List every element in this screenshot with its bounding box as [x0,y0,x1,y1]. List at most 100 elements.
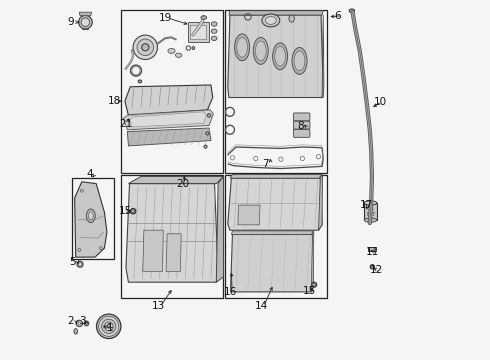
Polygon shape [79,12,92,16]
Polygon shape [231,234,313,292]
Ellipse shape [370,265,374,269]
Ellipse shape [138,80,142,83]
Polygon shape [126,184,218,282]
Ellipse shape [175,53,182,57]
Polygon shape [228,15,323,98]
Polygon shape [311,231,314,292]
Text: 20: 20 [176,179,189,189]
Ellipse shape [294,51,305,71]
Text: OIL
FILT: OIL FILT [366,206,375,217]
Ellipse shape [168,48,175,53]
Bar [365,203,377,220]
Ellipse shape [206,132,209,135]
Text: 17: 17 [360,200,373,210]
Ellipse shape [81,18,90,27]
Ellipse shape [207,114,211,117]
Ellipse shape [313,283,316,286]
Ellipse shape [272,43,288,70]
Polygon shape [127,128,211,146]
Ellipse shape [98,316,119,336]
Polygon shape [123,110,214,130]
Ellipse shape [86,209,95,223]
Ellipse shape [88,212,93,220]
Ellipse shape [235,34,250,61]
Polygon shape [143,230,163,271]
Text: 21: 21 [119,120,132,129]
Ellipse shape [130,208,136,214]
Bar [191,26,206,39]
Ellipse shape [192,46,195,49]
Ellipse shape [104,322,113,330]
Text: 12: 12 [370,265,383,275]
Text: 13: 13 [152,301,165,311]
Text: 14: 14 [255,301,269,311]
Ellipse shape [289,15,294,22]
Ellipse shape [211,22,217,26]
Ellipse shape [78,15,92,29]
Bar [225,10,327,173]
Ellipse shape [133,35,157,59]
Polygon shape [229,11,323,15]
Polygon shape [166,234,181,271]
Polygon shape [322,15,324,98]
Polygon shape [74,182,107,257]
Bar [368,247,375,251]
FancyBboxPatch shape [294,121,310,129]
Ellipse shape [349,9,355,13]
Ellipse shape [262,14,280,27]
Bar [122,10,223,173]
Polygon shape [238,205,260,225]
Ellipse shape [78,322,81,325]
Ellipse shape [266,17,276,24]
Polygon shape [129,112,206,127]
Bar [225,175,327,298]
Polygon shape [125,85,213,116]
Ellipse shape [255,41,266,61]
Bar [122,175,223,298]
Polygon shape [318,175,322,230]
Ellipse shape [142,44,149,51]
Ellipse shape [101,319,116,333]
Ellipse shape [312,282,317,287]
Ellipse shape [204,145,207,148]
FancyBboxPatch shape [294,130,310,137]
Ellipse shape [292,48,307,75]
Ellipse shape [275,46,286,66]
FancyBboxPatch shape [294,113,310,121]
Text: 19: 19 [159,13,172,23]
Text: 10: 10 [373,97,387,107]
Bar [188,22,209,42]
Text: 16: 16 [223,287,237,297]
Ellipse shape [76,320,82,327]
Text: 7: 7 [262,159,269,169]
Text: 15: 15 [119,206,132,216]
Ellipse shape [74,329,77,334]
Polygon shape [128,176,223,184]
Text: 18: 18 [108,96,121,106]
Text: 15: 15 [303,286,317,296]
Text: 1: 1 [107,323,114,333]
Ellipse shape [364,201,377,205]
Text: 9: 9 [68,17,74,27]
Ellipse shape [371,266,373,268]
Polygon shape [230,175,322,178]
Ellipse shape [97,314,121,338]
Text: 5: 5 [69,257,76,267]
Bar [72,178,115,259]
Text: 8: 8 [297,121,304,131]
Ellipse shape [85,322,88,324]
Ellipse shape [84,321,89,326]
Text: 3: 3 [79,316,86,325]
Ellipse shape [132,210,135,213]
Ellipse shape [253,37,269,64]
Text: 4: 4 [87,168,93,179]
Polygon shape [228,178,322,230]
Ellipse shape [107,324,111,328]
Polygon shape [231,231,313,234]
Ellipse shape [364,218,377,222]
Polygon shape [216,176,223,282]
Ellipse shape [237,37,247,57]
Ellipse shape [211,29,217,33]
Text: 6: 6 [334,11,341,21]
Text: 11: 11 [366,247,379,257]
